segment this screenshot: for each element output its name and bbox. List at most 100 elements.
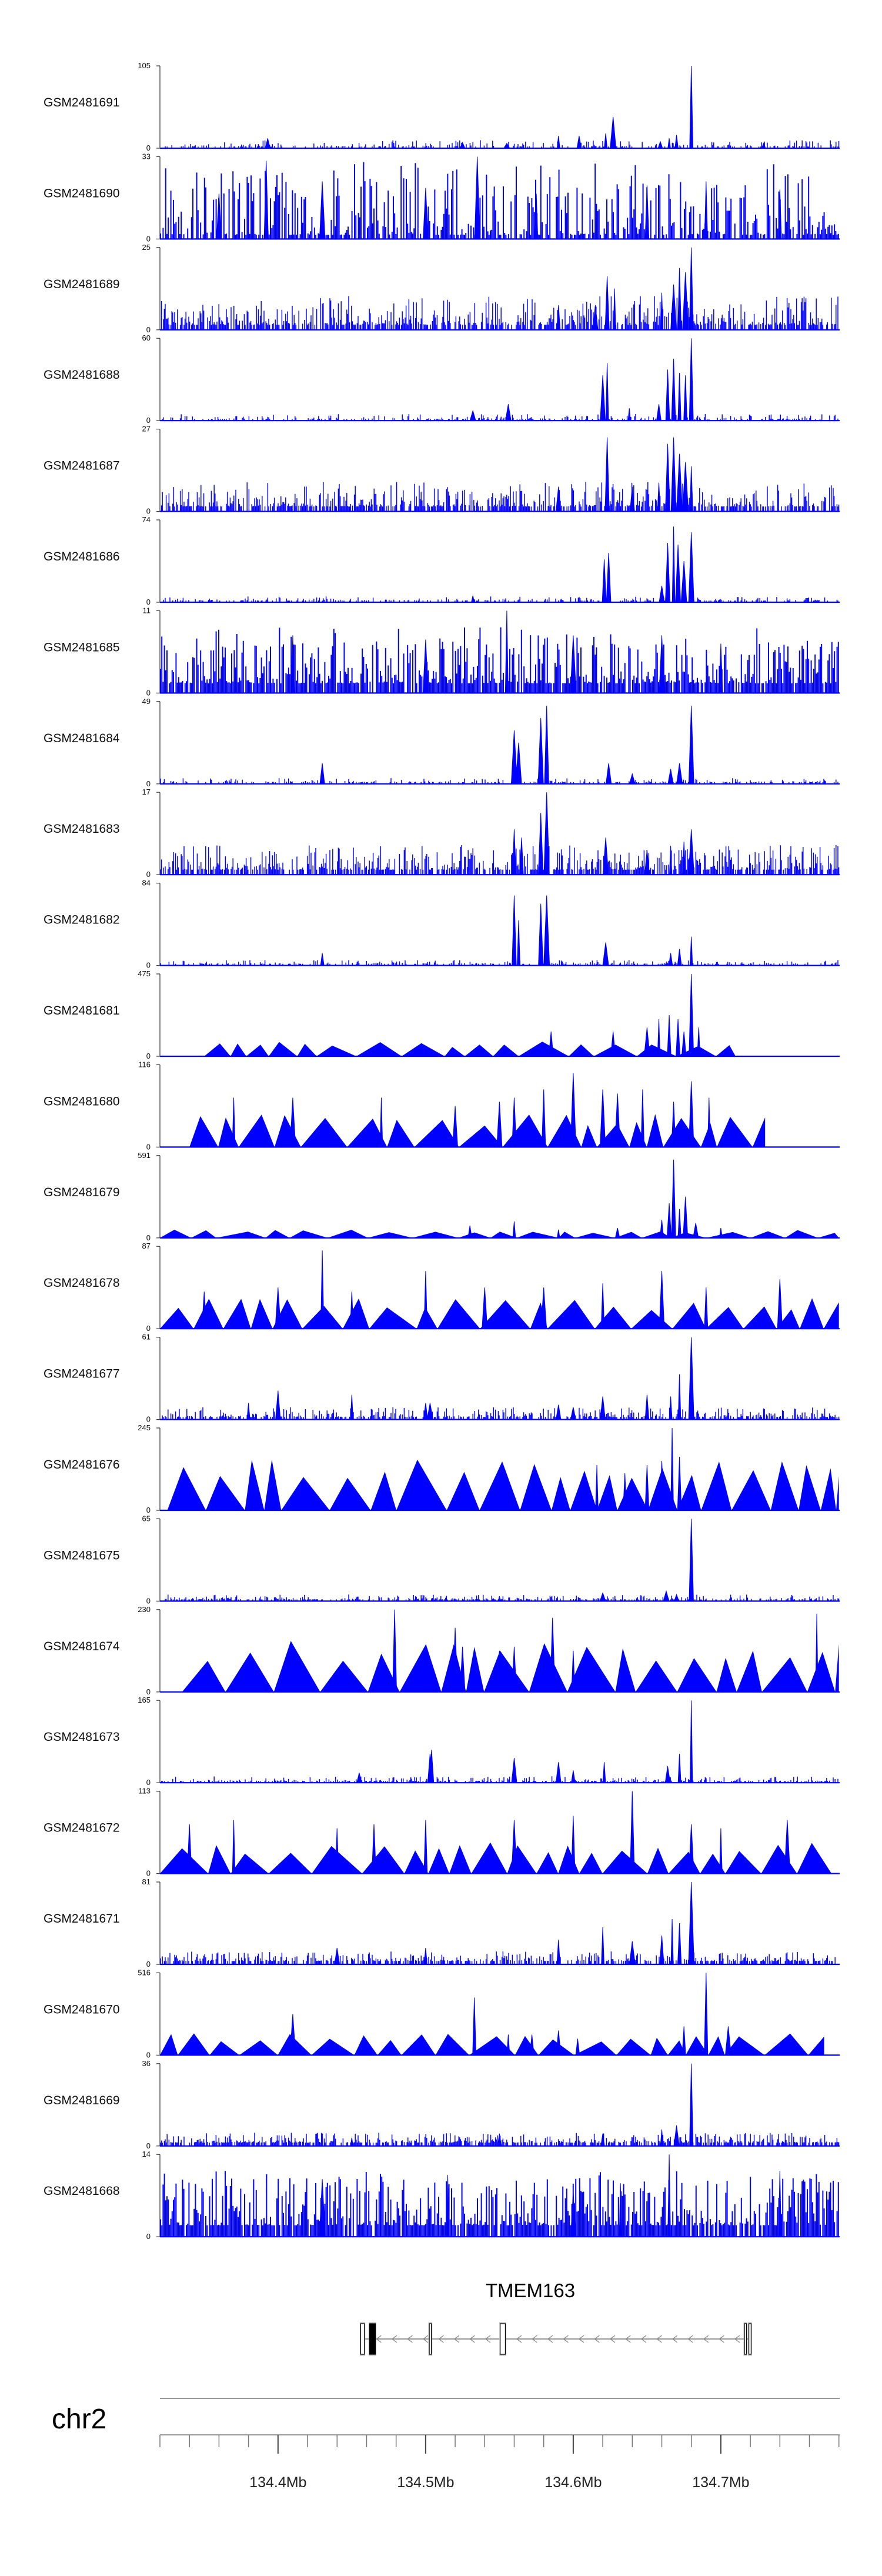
- strand-arrow: [547, 2335, 553, 2343]
- signal-peaks: [556, 437, 693, 512]
- y-axis-max-label: 33: [142, 152, 151, 161]
- signal-area: [160, 1842, 832, 1874]
- y-axis-min-label: 0: [146, 961, 151, 970]
- track-label: GSM2481681: [44, 1004, 120, 1017]
- signal-peaks: [320, 895, 693, 966]
- strand-arrow: [516, 2335, 522, 2343]
- genome-axis: chr2 134.4Mb 134.5Mb 134.6Mb 134.7Mb: [52, 2398, 840, 2491]
- signal-peaks: [471, 526, 694, 603]
- track-GSM2481679: GSM2481679 591 0: [44, 1151, 840, 1242]
- strand-arrow: [391, 2335, 397, 2343]
- chromosome-label: chr2: [52, 2404, 106, 2435]
- y-axis-max-label: 60: [142, 333, 151, 342]
- signal-peaks: [350, 2063, 694, 2147]
- track-GSM2481687: GSM2481687 27 0: [44, 425, 840, 516]
- signal-peaks: [186, 1791, 791, 1874]
- track-label: GSM2481675: [44, 1549, 120, 1562]
- strand-arrow: [609, 2335, 616, 2343]
- signal-peaks: [469, 338, 694, 421]
- signal-bars: [160, 2171, 839, 2237]
- signal-bars: [160, 845, 840, 875]
- track-label: GSM2481671: [44, 1912, 120, 1926]
- strand-arrow: [532, 2335, 537, 2343]
- strand-arrow: [734, 2335, 740, 2343]
- track-GSM2481675: GSM2481675 65 0: [44, 1514, 840, 1605]
- signal-peaks: [319, 705, 694, 785]
- strand-arrow: [563, 2335, 569, 2343]
- axis-tick-label: 134.6Mb: [544, 2474, 602, 2491]
- signal-peaks: [334, 1881, 694, 1965]
- y-axis-min-label: 0: [146, 507, 151, 516]
- axis-tick-label: 134.4Mb: [249, 2474, 306, 2491]
- gene-name-label: TMEM163: [486, 2280, 575, 2301]
- y-axis-min-label: 0: [146, 2232, 151, 2241]
- strand-arrow: [578, 2335, 584, 2343]
- exon-box: [500, 2323, 506, 2355]
- signal-bars: [161, 296, 838, 330]
- track-GSM2481673: GSM2481673 165 0: [44, 1696, 840, 1787]
- track-label: GSM2481687: [44, 459, 120, 473]
- track-label: GSM2481676: [44, 1458, 120, 1471]
- y-axis-min-label: 0: [146, 1687, 151, 1696]
- track-GSM2481669: GSM2481669 36 0: [44, 2059, 840, 2150]
- signal-peaks: [392, 1609, 818, 1693]
- y-axis-max-label: 81: [142, 1877, 151, 1886]
- y-axis-max-label: 61: [142, 1333, 151, 1342]
- y-axis-max-label: 230: [138, 1605, 151, 1614]
- strand-arrow: [453, 2335, 460, 2343]
- strand-arrow: [485, 2335, 491, 2343]
- y-axis-min-label: 0: [146, 416, 151, 425]
- signal-bars: [160, 778, 838, 784]
- y-axis-max-label: 74: [142, 515, 151, 524]
- strand-arrow: [671, 2335, 678, 2343]
- signal-peaks: [319, 2154, 782, 2237]
- track-label: GSM2481684: [44, 732, 120, 745]
- signal-peaks: [290, 610, 723, 693]
- signal-area: [189, 1114, 766, 1147]
- strand-arrow: [687, 2335, 693, 2343]
- y-axis-min-label: 0: [146, 2050, 151, 2059]
- signal-peaks: [497, 1519, 694, 1601]
- y-axis-max-label: 591: [138, 1151, 151, 1160]
- exon-box: [749, 2323, 751, 2355]
- track-label: GSM2481673: [44, 1730, 120, 1744]
- y-axis-min-label: 0: [146, 1052, 151, 1060]
- y-axis-max-label: 65: [142, 1514, 151, 1523]
- y-axis-min-label: 0: [146, 598, 151, 606]
- signal-bars: [160, 1951, 836, 1964]
- strand-arrow: [469, 2335, 475, 2343]
- signal-peaks: [356, 1700, 693, 1783]
- strand-arrow: [407, 2335, 413, 2343]
- signal-peaks: [289, 1973, 731, 2056]
- signal-peaks: [556, 247, 694, 331]
- track-GSM2481684: GSM2481684 49 0: [44, 697, 840, 788]
- track-GSM2481674: GSM2481674 230 0: [44, 1605, 840, 1696]
- strand-arrow: [719, 2335, 724, 2343]
- exon-box: [360, 2323, 365, 2355]
- y-axis-max-label: 165: [138, 1696, 151, 1704]
- signal-area: [160, 1229, 839, 1238]
- y-axis-min-label: 0: [146, 1506, 151, 1514]
- y-axis-max-label: 84: [142, 879, 151, 887]
- y-axis-min-label: 0: [146, 1596, 151, 1605]
- y-axis-min-label: 0: [146, 779, 151, 788]
- strand-arrow: [422, 2335, 429, 2343]
- track-label: GSM2481682: [44, 913, 120, 927]
- signal-bars: [162, 1407, 840, 1420]
- gene-annotation-track: TMEM163: [359, 2280, 752, 2356]
- y-axis-max-label: 245: [138, 1423, 151, 1432]
- track-GSM2481678: GSM2481678 87 0: [44, 1242, 840, 1333]
- y-axis-max-label: 116: [138, 1060, 151, 1069]
- signal-bars: [165, 1594, 840, 1601]
- track-GSM2481672: GSM2481672 113 0: [44, 1787, 840, 1878]
- track-GSM2481677: GSM2481677 61 0: [44, 1333, 840, 1424]
- track-label: GSM2481678: [44, 1276, 120, 1290]
- signal-bars: [160, 960, 838, 966]
- exon-box: [429, 2323, 432, 2355]
- track-label: GSM2481672: [44, 1821, 120, 1835]
- track-GSM2481685: GSM2481685 11 0: [44, 606, 840, 697]
- signal-peaks: [548, 973, 701, 1057]
- y-axis-max-label: 516: [138, 1968, 151, 1977]
- y-axis-min-label: 0: [146, 1960, 151, 1968]
- track-label: GSM2481669: [44, 2094, 120, 2107]
